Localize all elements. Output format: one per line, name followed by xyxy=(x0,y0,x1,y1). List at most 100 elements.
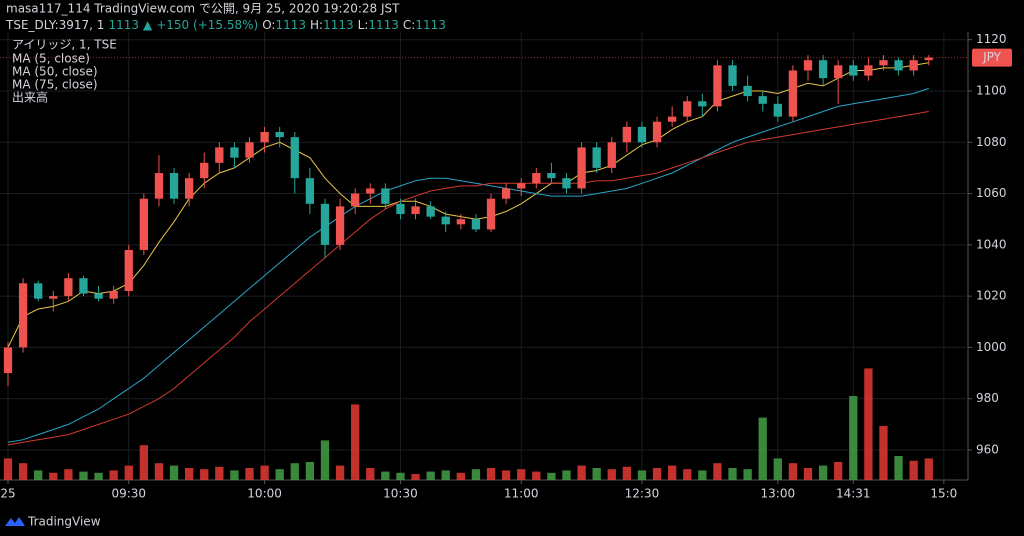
volume-bar xyxy=(924,458,933,480)
candle-body xyxy=(305,178,315,204)
volume-bar xyxy=(441,470,450,480)
volume-bar xyxy=(18,463,28,480)
volume-bar xyxy=(396,472,405,480)
candle-body xyxy=(426,206,435,217)
legend-entry: MA (75, close) xyxy=(12,78,98,92)
x-tick-label: 13:00 xyxy=(761,487,796,501)
volume-bar xyxy=(305,462,315,480)
candle-body xyxy=(109,291,118,299)
volume-bar xyxy=(879,426,888,480)
candle-body xyxy=(230,147,239,158)
quote-part: O: xyxy=(262,18,275,32)
x-tick-label: 25 xyxy=(0,487,15,501)
candle-body xyxy=(396,203,405,215)
y-tick-label: 1080 xyxy=(976,135,1007,149)
candle-body xyxy=(532,173,541,184)
y-tick-label: 980 xyxy=(976,391,999,405)
volume-bar xyxy=(200,469,209,480)
volume-bar xyxy=(124,465,133,480)
y-tick-label: 960 xyxy=(976,442,999,456)
volume-bar xyxy=(381,471,390,480)
volume-bar xyxy=(683,469,692,480)
volume-bar xyxy=(864,368,873,480)
candle-body xyxy=(683,101,692,117)
volume-bar xyxy=(169,465,179,480)
currency-box xyxy=(972,48,1012,67)
legend-entry: MA (5, close) xyxy=(12,52,90,66)
candle-body xyxy=(909,60,918,71)
candle-body xyxy=(501,188,511,199)
volume-bar xyxy=(456,472,465,480)
quote-part: TSE_DLY:3917, 1 xyxy=(5,18,104,32)
candle-body xyxy=(668,116,677,122)
candle-body xyxy=(773,103,782,117)
volume-bar xyxy=(320,440,330,480)
volume-bar xyxy=(49,472,58,480)
candle-body xyxy=(79,278,88,294)
candle-body xyxy=(894,60,903,71)
y-tick-label: 1040 xyxy=(976,237,1007,251)
candle-body xyxy=(698,101,707,107)
volume-bar xyxy=(215,466,224,480)
volume-bar xyxy=(260,465,269,480)
quote-part: 1113 xyxy=(415,18,446,32)
y-tick-label: 1020 xyxy=(976,289,1007,303)
volume-bar xyxy=(290,463,299,480)
candle-body xyxy=(803,60,813,71)
quote-part: ▲ xyxy=(143,18,153,32)
volume-bar xyxy=(909,460,918,480)
volume-bar xyxy=(758,417,767,480)
x-tick-label: 10:30 xyxy=(383,487,418,501)
volume-bar xyxy=(426,471,435,480)
candle-body xyxy=(818,60,828,79)
volume-bar xyxy=(230,470,239,480)
volume-bar xyxy=(668,465,677,480)
quote-part: 1113 xyxy=(275,18,306,32)
candle-body xyxy=(260,132,269,143)
volume-bar xyxy=(275,469,284,480)
volume-bar xyxy=(351,404,360,480)
volume-bar xyxy=(728,468,737,480)
legend-volume: 出来高 xyxy=(12,90,48,105)
candle-body xyxy=(834,65,843,79)
candle-body xyxy=(290,137,299,179)
volume-bar xyxy=(366,468,375,480)
candle-body xyxy=(849,65,858,76)
candle-body xyxy=(94,293,103,299)
x-tick-label: 12:30 xyxy=(625,487,660,501)
volume-bar xyxy=(713,463,722,480)
currency-label: JPY xyxy=(982,50,1002,64)
candle-body xyxy=(743,85,752,97)
quote-part: 1113 xyxy=(368,18,399,32)
candle-body xyxy=(245,142,254,158)
candle-body xyxy=(275,132,284,138)
candle-body xyxy=(124,249,133,292)
candle-body xyxy=(320,203,330,245)
quote-part: H: xyxy=(310,18,323,32)
quote-part: C: xyxy=(403,18,415,32)
volume-bar xyxy=(577,465,586,480)
quote-part: 1113 xyxy=(323,18,354,32)
volume-bar xyxy=(773,458,782,480)
volume-bar xyxy=(637,470,647,480)
footer-brand: TradingView xyxy=(27,515,101,529)
legend-symbol: アイリッジ, 1, TSE xyxy=(12,38,117,52)
volume-bar xyxy=(743,469,752,480)
candle-body xyxy=(456,219,465,225)
volume-bar xyxy=(818,465,828,480)
volume-bar xyxy=(547,472,556,480)
volume-bar xyxy=(34,470,43,480)
volume-bar xyxy=(849,396,858,480)
candle-body xyxy=(713,65,722,107)
volume-bar xyxy=(64,469,73,480)
candle-body xyxy=(64,278,73,297)
volume-bar xyxy=(501,470,511,480)
candle-body xyxy=(34,283,43,299)
volume-bar xyxy=(3,458,13,480)
candle-body xyxy=(728,65,737,86)
volume-bar xyxy=(471,469,481,480)
y-tick-label: 1000 xyxy=(976,340,1007,354)
x-tick-label: 09:30 xyxy=(111,487,146,501)
header-quote: TSE_DLY:3917, 1 1113 ▲ +150 (+15.58%) O:1113… xyxy=(5,18,446,32)
volume-bar xyxy=(184,468,194,480)
